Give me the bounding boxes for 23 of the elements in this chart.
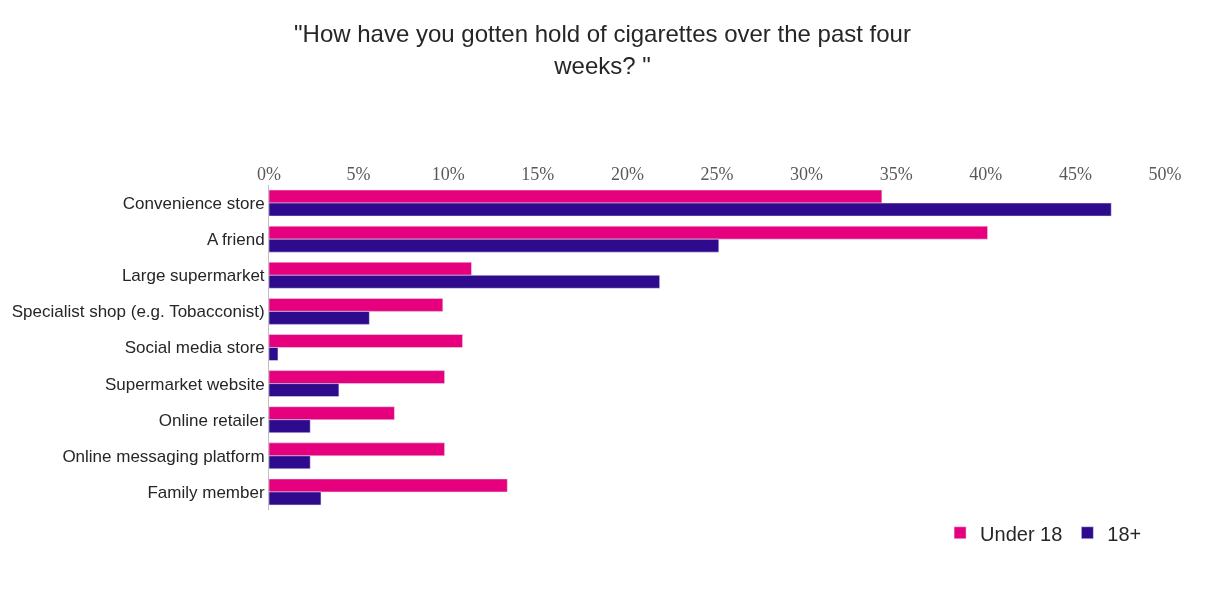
y-tick-label: Supermarket website: [104, 374, 265, 394]
x-tick-label: 45%: [1058, 164, 1092, 185]
x-tick-label: 40%: [969, 164, 1003, 185]
x-tick-label: 15%: [521, 164, 555, 185]
x-tick-label: 5%: [346, 164, 371, 185]
y-tick-label: Specialist shop (e.g. Tobacconist): [11, 302, 265, 322]
chart-title: "How have you gotten hold of cigarettes over the past four weeks? ": [294, 20, 911, 79]
x-tick-label: 50%: [1148, 164, 1182, 185]
y-tick-label: Family member: [147, 482, 265, 502]
y-tick-label: Online messaging platform: [62, 446, 265, 466]
y-tick-label: Online retailer: [158, 410, 265, 430]
y-tick-label: Large supermarket: [121, 266, 265, 286]
y-tick-label: A friend: [206, 230, 265, 250]
legend-label: 18+: [1107, 522, 1142, 545]
x-tick-label: 10%: [431, 164, 465, 185]
x-tick-label: 25%: [700, 164, 734, 185]
x-tick-label: 30%: [790, 164, 824, 185]
x-tick-label: 35%: [879, 164, 913, 185]
legend-label: Under 18: [980, 522, 1063, 545]
y-tick-label: Convenience store: [122, 194, 265, 214]
x-tick-label: 0%: [257, 164, 281, 185]
y-tick-label: Social media store: [124, 338, 265, 358]
x-tick-label: 20%: [610, 164, 644, 185]
